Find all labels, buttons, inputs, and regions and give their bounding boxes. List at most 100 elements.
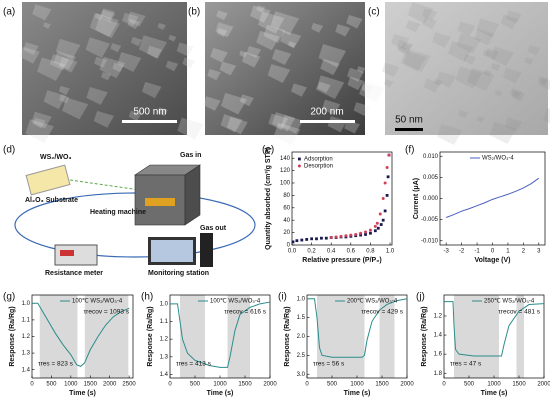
flake xyxy=(36,57,66,82)
shaded-region xyxy=(454,295,499,378)
flake xyxy=(505,10,522,24)
point xyxy=(295,239,299,243)
flake xyxy=(422,16,438,30)
point xyxy=(344,234,348,238)
x-tick-label: 2000 xyxy=(537,382,550,388)
x-tick-label: 0.4 xyxy=(327,249,336,255)
flake xyxy=(176,42,194,57)
flake xyxy=(157,107,169,117)
legend-label: 100℃ WS₂/WO₃-4 xyxy=(72,299,123,305)
flake xyxy=(43,22,51,29)
scale-bar xyxy=(122,120,177,123)
x-tick-label: 2000 xyxy=(400,382,414,388)
flake xyxy=(290,83,308,97)
panel-label: (e) xyxy=(262,145,274,156)
flake xyxy=(311,22,324,34)
x-tick-label: 500 xyxy=(327,382,338,388)
flake xyxy=(436,71,457,89)
flake xyxy=(127,11,146,27)
shaded-region xyxy=(317,295,365,378)
flake xyxy=(344,120,361,134)
diagram-label: Monitoring station xyxy=(148,270,209,277)
flake xyxy=(25,119,55,144)
x-tick-label: 500 xyxy=(46,382,57,388)
flake xyxy=(59,94,70,104)
flake xyxy=(317,81,331,94)
point xyxy=(320,236,323,240)
x-tick-label: 1000 xyxy=(64,382,78,388)
panel-label: (j) xyxy=(416,292,425,303)
point xyxy=(383,181,387,185)
flake xyxy=(168,34,177,42)
x-tick-label: 2000 xyxy=(103,382,117,388)
flake xyxy=(431,32,452,49)
point xyxy=(315,237,318,241)
flake xyxy=(239,50,248,58)
flake xyxy=(457,21,476,37)
point xyxy=(373,229,377,233)
y-tick-label: 120 xyxy=(280,168,291,174)
diagram-label: Gas in xyxy=(180,152,201,159)
flake xyxy=(437,123,463,146)
flake xyxy=(490,63,501,72)
flake xyxy=(356,65,366,74)
flake xyxy=(466,67,496,92)
point xyxy=(383,209,387,213)
flake xyxy=(502,67,523,84)
flake xyxy=(112,62,125,73)
flake xyxy=(397,45,408,54)
y-tick-label: 1.3 xyxy=(22,351,31,357)
flake xyxy=(403,48,432,73)
x-tick-label: 0.0 xyxy=(288,249,297,255)
flake xyxy=(220,114,243,133)
flake xyxy=(271,48,292,66)
y-tick-label: 40 xyxy=(283,218,290,224)
flake xyxy=(490,46,515,67)
flake xyxy=(93,110,115,128)
point xyxy=(378,212,382,216)
x-tick-label: 2500 xyxy=(122,382,136,388)
flake xyxy=(182,57,196,69)
scale-label: 50 nm xyxy=(395,115,423,126)
flake xyxy=(423,78,441,93)
panel-label: (h) xyxy=(141,292,153,303)
flake xyxy=(390,33,410,50)
point xyxy=(359,231,363,235)
meter-display xyxy=(60,250,74,256)
flake xyxy=(483,69,493,77)
flake xyxy=(249,5,271,23)
x-tick-label: 1500 xyxy=(84,382,98,388)
shaded-region xyxy=(227,295,250,378)
flake xyxy=(23,42,39,56)
point xyxy=(349,233,353,237)
x-tick-label: 500 xyxy=(190,382,201,388)
flake xyxy=(476,18,500,38)
legend-label: WS₂/WO₃-4 xyxy=(482,156,514,162)
annotation: τres = 823 s xyxy=(38,361,74,368)
point xyxy=(310,237,314,241)
point xyxy=(354,232,358,236)
flake xyxy=(165,60,179,72)
flake xyxy=(122,12,139,27)
annotation: τres = 47 s xyxy=(450,361,482,368)
line xyxy=(445,177,540,218)
flake xyxy=(226,116,249,135)
flake xyxy=(215,22,234,38)
x-tick-label: 0 xyxy=(305,382,309,388)
flake xyxy=(268,113,289,131)
x-tick-label: 2 xyxy=(522,249,526,255)
annotation: τrecov = 429 s xyxy=(361,309,404,316)
flake xyxy=(455,66,483,89)
flake xyxy=(267,63,291,84)
x-tick-label: 0.2 xyxy=(307,249,316,255)
sem-image xyxy=(205,2,365,135)
substrate xyxy=(25,164,71,196)
flake xyxy=(219,61,237,76)
x-tick-label: 1000 xyxy=(350,382,364,388)
line xyxy=(307,298,408,358)
y-axis-label: Response (Ra/Rg) xyxy=(421,306,428,366)
flake xyxy=(53,50,77,70)
flake xyxy=(407,2,434,24)
x-tick-label: 0 xyxy=(168,382,172,388)
diagram-label: Heating machine xyxy=(90,209,146,216)
